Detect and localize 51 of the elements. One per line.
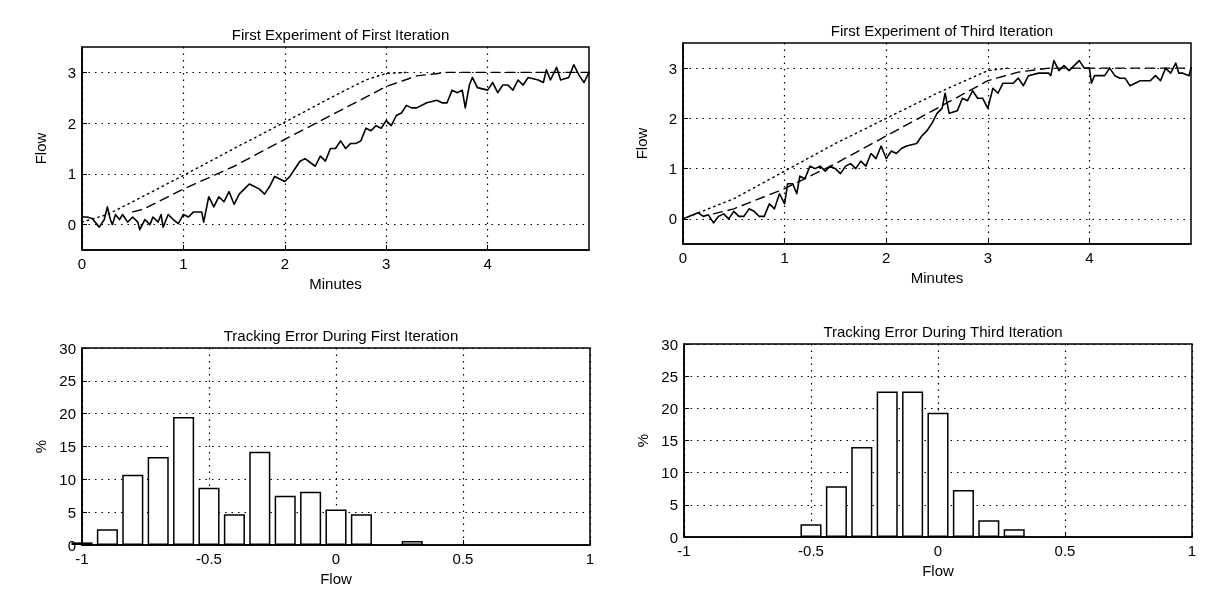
x-tick-label: 4 (1085, 249, 1094, 266)
y-tick-label: 0 (669, 528, 678, 546)
y-tick-label: 10 (661, 464, 678, 482)
y-axis-title: Flow (32, 132, 49, 165)
y-tick-label: 30 (661, 335, 678, 353)
y-tick-label: 25 (661, 367, 678, 385)
x-tick-label: 4 (483, 255, 492, 272)
x-tick-label: 0.5 (1054, 542, 1076, 559)
x-tick-label: 2 (882, 249, 891, 266)
y-tick-label: 20 (661, 399, 678, 417)
x-axis-title: Flow (320, 569, 352, 587)
y-tick-label: 15 (59, 438, 76, 455)
x-tick-label: -0.5 (196, 550, 222, 567)
chart-title: First Experiment of Third Iteration (830, 22, 1054, 39)
x-tick-label: 0 (331, 550, 341, 567)
y-tick-label: 30 (59, 339, 76, 357)
x-tick-label: 1 (585, 550, 595, 567)
x-tick-label: -1 (75, 550, 89, 567)
x-tick-label: 3 (983, 249, 992, 266)
y-tick-label: 1 (668, 160, 677, 178)
y-tick-label: 3 (668, 59, 677, 77)
x-tick-label: 2 (280, 255, 289, 272)
y-tick-label: 10 (59, 470, 76, 488)
x-tick-label: -1 (677, 542, 691, 559)
chart-title: Tracking Error During Third Iteration (823, 323, 1063, 340)
y-tick-label: 2 (67, 114, 76, 132)
y-tick-label: 3 (67, 63, 76, 81)
x-axis-title: Minutes (309, 274, 362, 292)
y-tick-label: 1 (67, 165, 76, 183)
chart-title: Tracking Error During First Iteration (223, 327, 459, 344)
y-tick-label: 2 (668, 109, 677, 127)
y-tick-label: 0 (668, 210, 677, 228)
x-tick-label: 0.5 (452, 550, 474, 567)
y-tick-label: 25 (59, 372, 76, 390)
y-tick-label: 5 (669, 496, 678, 514)
x-axis-title: Minutes (910, 268, 964, 286)
x-tick-label: 1 (179, 255, 188, 272)
x-tick-label: -0.5 (798, 542, 824, 559)
x-tick-label: 1 (780, 249, 789, 266)
chart-title: First Experiment of First Iteration (231, 26, 450, 43)
y-tick-label: 15 (661, 432, 678, 449)
y-axis-title: % (634, 433, 651, 448)
x-tick-label: 1 (1187, 542, 1197, 559)
y-axis-title: % (32, 439, 49, 454)
x-axis-title: Flow (922, 561, 954, 579)
y-axis-title: Flow (633, 127, 650, 160)
y-tick-label: 0 (67, 216, 76, 234)
x-tick-label: 0 (933, 542, 943, 559)
y-tick-label: 5 (67, 503, 76, 521)
y-tick-label: 20 (59, 405, 76, 423)
x-tick-label: 3 (382, 255, 391, 272)
